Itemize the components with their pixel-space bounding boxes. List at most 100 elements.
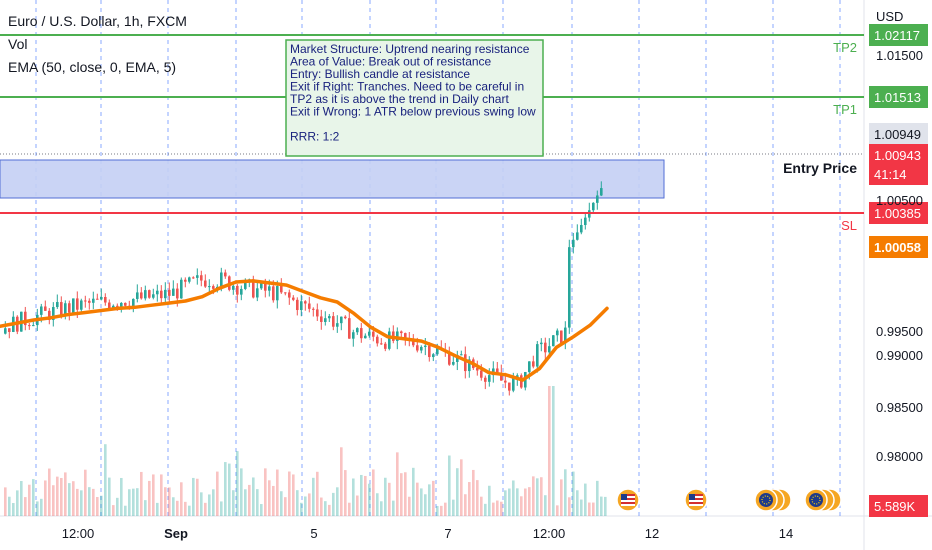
candle-body [40, 306, 43, 315]
volume-bar [200, 492, 203, 516]
candle-body [560, 330, 563, 344]
candle-body [204, 280, 207, 287]
candle-body [376, 336, 379, 344]
volume-bar [184, 501, 187, 516]
volume-bar [120, 477, 123, 516]
volume-bar [84, 469, 87, 516]
candle-body [484, 377, 487, 382]
candle-body [316, 309, 319, 317]
volume-bar [176, 500, 179, 516]
volume-bar [504, 490, 507, 516]
candle-body [476, 368, 479, 371]
volume-bar [472, 469, 475, 516]
candle-body [68, 303, 71, 313]
volume-bar [512, 480, 515, 516]
volume-bar [268, 480, 271, 516]
candle-body [144, 290, 147, 299]
volume-bar [124, 505, 127, 516]
candle-body [384, 343, 387, 349]
volume-bar [388, 482, 391, 516]
candle-body [76, 298, 79, 310]
candle-body [244, 280, 247, 289]
volume-bar [528, 487, 531, 516]
candle-body [200, 275, 203, 281]
candle-body [348, 318, 351, 339]
volume-bar [548, 386, 551, 516]
candle-body [380, 343, 383, 345]
entry-zone[interactable] [0, 159, 665, 199]
volume-bar [496, 500, 499, 516]
candle-body [340, 316, 343, 324]
volume-bar [224, 462, 227, 516]
volume-bar [308, 493, 311, 516]
candle-body [480, 370, 483, 378]
volume-bar [196, 478, 199, 516]
indicator-ema[interactable]: EMA (50, close, 0, EMA, 5) [8, 59, 177, 75]
eu-flag-stars [811, 495, 821, 505]
candle-body [556, 330, 559, 336]
level-label-tp1: TP1 [833, 102, 857, 117]
candle-body [568, 247, 571, 328]
candle-body [116, 305, 119, 307]
volume-bar [468, 482, 471, 516]
volume-bar [4, 487, 7, 516]
volume-bar [448, 455, 451, 516]
volume-bar [600, 496, 603, 516]
volume-bar [292, 474, 295, 516]
volume-bar [432, 480, 435, 516]
volume-bar [572, 471, 575, 516]
volume-bar [248, 484, 251, 516]
note-line: Entry: Bullish candle at resistance [290, 67, 470, 81]
candle-body [504, 380, 507, 383]
volume-bar [168, 487, 171, 516]
volume-bar [288, 471, 291, 516]
volume-bar [260, 504, 263, 516]
note-line: Market Structure: Uptrend nearing resist… [290, 42, 530, 56]
candle-body [416, 345, 419, 351]
volume-bar [96, 497, 99, 516]
volume-bar [180, 482, 183, 516]
volume-bar [524, 488, 527, 516]
candle-body [236, 285, 239, 295]
price-tag-value: 1.00943 [874, 148, 921, 163]
volume-bar [336, 487, 339, 516]
candle-body [536, 344, 539, 367]
candle-body [232, 285, 235, 290]
x-tick-label: 7 [444, 526, 451, 541]
us-flag-stripe [689, 498, 703, 500]
volume-bar [272, 485, 275, 516]
eu-flag-field [809, 493, 823, 507]
candle-body [124, 302, 127, 306]
volume-bar [520, 496, 523, 516]
level-tag-tp1 [869, 86, 928, 108]
volume-bar [300, 502, 303, 516]
ema-line[interactable] [0, 279, 609, 382]
us-flag-stripe [621, 498, 635, 500]
us-flag-stripe [689, 502, 703, 504]
candle-body [132, 298, 135, 308]
volume-bar [412, 467, 415, 516]
us-flag-stripe [689, 494, 703, 496]
volume-bar [360, 474, 363, 516]
volume-bar [116, 497, 119, 516]
symbol-title[interactable]: Euro / U.S. Dollar, 1h, FXCM [8, 13, 187, 29]
candle-body [4, 328, 7, 334]
note-box[interactable] [285, 39, 544, 157]
volume-bar [252, 477, 255, 516]
volume-bar [40, 498, 43, 516]
candle-body [464, 354, 467, 372]
volume-bar [552, 386, 555, 516]
candle-body [552, 335, 555, 347]
volume-bar [320, 497, 323, 516]
volume-bar [104, 444, 107, 516]
volume-bar [532, 476, 535, 516]
volume-bar [460, 459, 463, 516]
indicator-volume[interactable]: Vol [8, 36, 28, 52]
volume-bar [164, 487, 167, 516]
volume-bar [12, 503, 15, 516]
volume-bar [596, 480, 599, 516]
volume-bar [352, 478, 355, 516]
volume-bar [208, 494, 211, 516]
candle-body [432, 354, 435, 358]
